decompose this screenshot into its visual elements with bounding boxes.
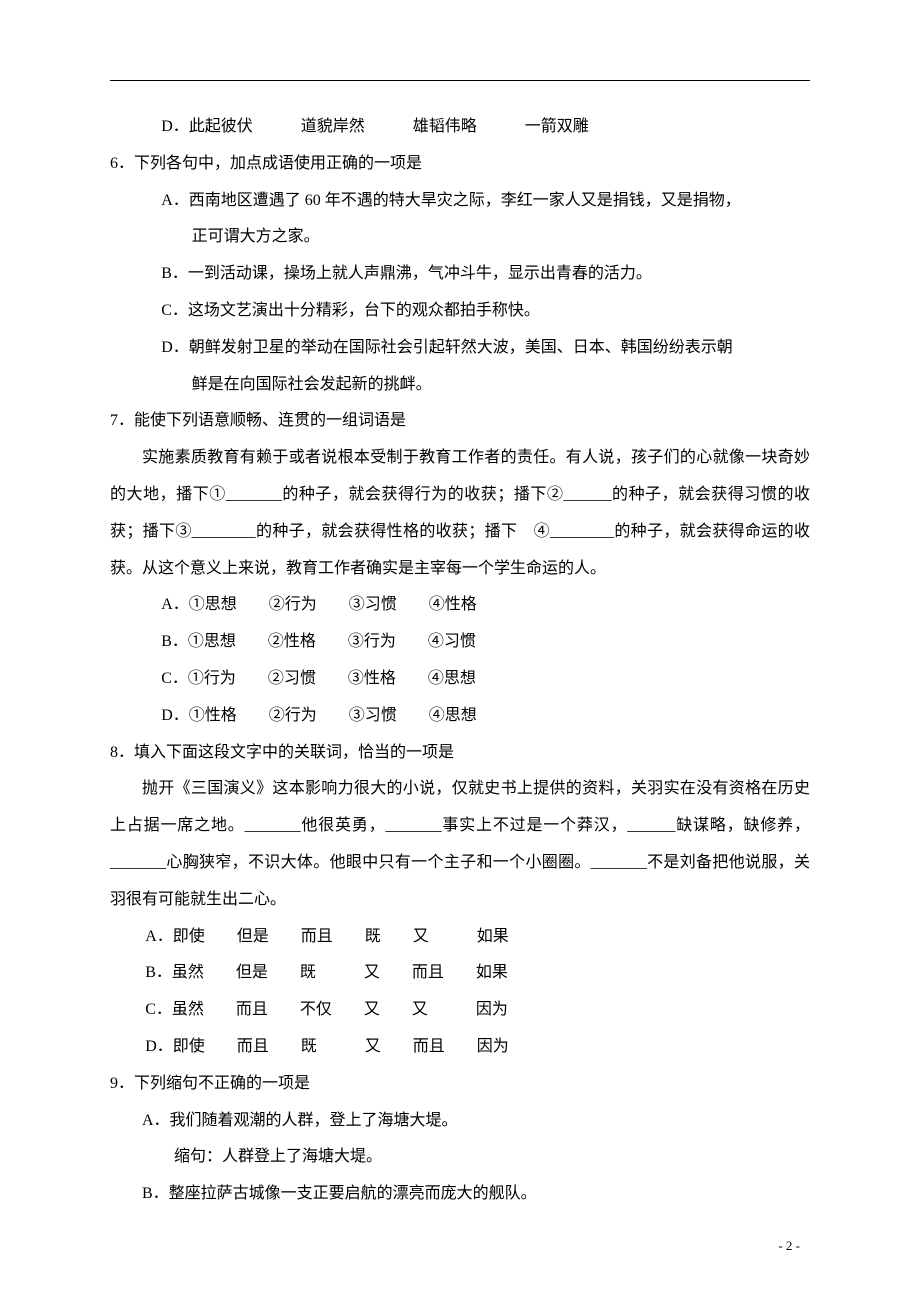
q6-option-a-line2: 正可谓大方之家。 xyxy=(110,219,810,256)
q8-stem: 8．填入下面这段文字中的关联词，恰当的一项是 xyxy=(110,735,810,772)
q7-option-c: C．①行为 ②习惯 ③性格 ④思想 xyxy=(110,661,810,698)
q7-option-b: B．①思想 ②性格 ③行为 ④习惯 xyxy=(110,624,810,661)
top-horizontal-rule xyxy=(110,80,810,81)
page-number: - 2 - xyxy=(778,1238,800,1254)
q9-option-a-line1: A．我们随着观潮的人群，登上了海塘大堤。 xyxy=(110,1103,810,1140)
q6-option-d-line2: 鲜是在向国际社会发起新的挑衅。 xyxy=(110,367,810,404)
document-page: D．此起彼伏 道貌岸然 雄韬伟略 一箭双雕 6．下列各句中，加点成语使用正确的一… xyxy=(0,0,920,1273)
q8-option-a: A．即使 但是 而且 既 又 如果 xyxy=(110,919,810,956)
q8-option-d: D．即使 而且 既 又 而且 因为 xyxy=(110,1029,810,1066)
q6-option-a-line1: A．西南地区遭遇了 60 年不遇的特大旱灾之际，李红一家人又是捐钱，又是捐物， xyxy=(110,183,810,220)
q7-option-d: D．①性格 ②行为 ③习惯 ④思想 xyxy=(110,698,810,735)
q8-option-c: C．虽然 而且 不仅 又 又 因为 xyxy=(110,992,810,1029)
q9-stem: 9．下列缩句不正确的一项是 xyxy=(110,1066,810,1103)
q5-option-d: D．此起彼伏 道貌岸然 雄韬伟略 一箭双雕 xyxy=(110,109,810,146)
q7-option-a: A．①思想 ②行为 ③习惯 ④性格 xyxy=(110,587,810,624)
q6-option-d-line1: D．朝鲜发射卫星的举动在国际社会引起轩然大波，美国、日本、韩国纷纷表示朝 xyxy=(110,330,810,367)
q6-stem: 6．下列各句中，加点成语使用正确的一项是 xyxy=(110,146,810,183)
q7-passage: 实施素质教育有赖于或者说根本受制于教育工作者的责任。有人说，孩子们的心就像一块奇… xyxy=(110,440,810,587)
q8-passage: 抛开《三国演义》这本影响力很大的小说，仅就史书上提供的资料，关羽实在没有资格在历… xyxy=(110,771,810,918)
q8-option-b: B．虽然 但是 既 又 而且 如果 xyxy=(110,955,810,992)
q7-stem: 7．能使下列语意顺畅、连贯的一组词语是 xyxy=(110,403,810,440)
q9-option-a-line2: 缩句：人群登上了海塘大堤。 xyxy=(110,1139,810,1176)
q6-option-c: C．这场文艺演出十分精彩，台下的观众都拍手称快。 xyxy=(110,293,810,330)
q9-option-b: B．整座拉萨古城像一支正要启航的漂亮而庞大的舰队。 xyxy=(110,1176,810,1213)
q6-option-b: B．一到活动课，操场上就人声鼎沸，气冲斗牛，显示出青春的活力。 xyxy=(110,256,810,293)
